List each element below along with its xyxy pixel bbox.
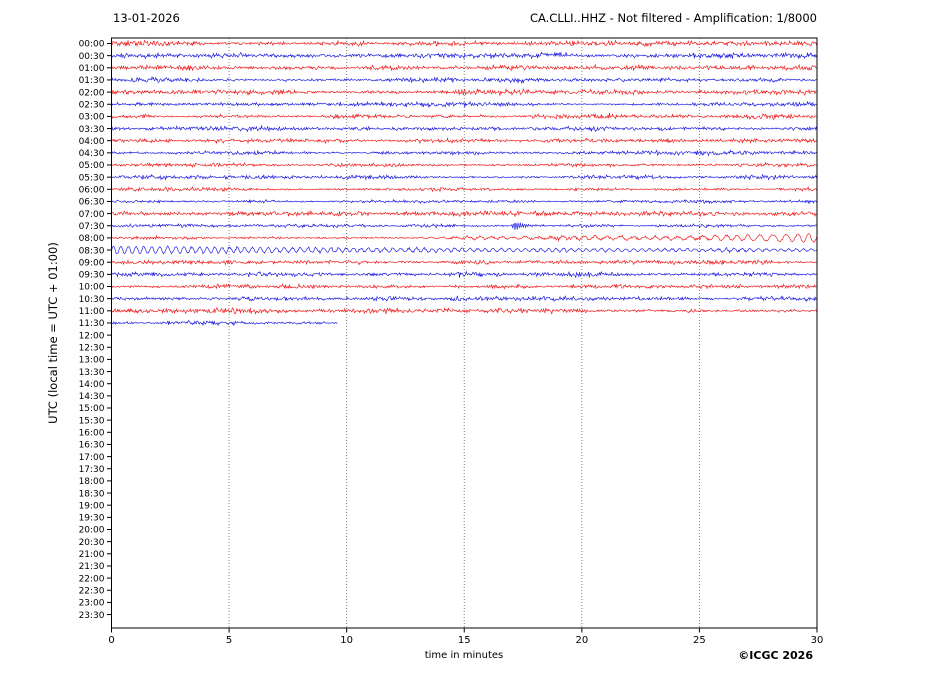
traces — [111, 39, 817, 327]
x-tick-label: 15 — [458, 635, 471, 646]
y-tick-label: 14:30 — [79, 392, 105, 402]
trace-10:30 — [111, 295, 817, 303]
x-tick-label: 5 — [226, 635, 232, 646]
y-tick-label: 14:00 — [79, 380, 105, 390]
y-tick-label: 02:00 — [79, 88, 105, 98]
y-tick-label: 08:00 — [79, 234, 105, 244]
y-tick-label: 13:00 — [79, 356, 105, 366]
trace-02:00 — [111, 87, 817, 96]
date-title: 13-01-2026 — [113, 11, 180, 25]
y-tick-label: 11:00 — [79, 307, 105, 317]
y-tick-label: 05:30 — [79, 173, 105, 183]
y-tick-label: 03:30 — [79, 125, 105, 135]
y-tick-label: 03:00 — [79, 113, 105, 123]
y-tick-label: 18:30 — [79, 489, 105, 499]
y-tick-label: 00:30 — [79, 52, 105, 62]
trace-04:00 — [111, 137, 817, 145]
trace-03:30 — [111, 124, 817, 133]
y-tick-label: 21:30 — [79, 562, 105, 572]
y-tick-label: 22:00 — [79, 574, 105, 584]
trace-00:30 — [111, 51, 817, 60]
copyright-text: ©ICGC 2026 — [738, 649, 813, 662]
x-tick-label: 20 — [575, 635, 588, 646]
trace-11:30 — [111, 319, 338, 327]
y-tick-label: 06:30 — [79, 198, 105, 208]
trace-01:30 — [111, 75, 817, 85]
trace-00:00 — [111, 39, 817, 47]
y-tick-label: 21:00 — [79, 550, 105, 560]
plot-border — [111, 37, 818, 629]
y-axis: 00:00 00:30 01:00 01:30 02:00 02:30 03:00 03:30… — [79, 40, 112, 621]
trace-01:00 — [111, 63, 817, 72]
y-tick-label: 17:00 — [79, 453, 105, 463]
y-tick-label: 07:30 — [79, 222, 105, 232]
y-tick-label: 00:00 — [79, 40, 105, 50]
y-tick-label: 04:30 — [79, 149, 105, 159]
y-tick-label: 15:00 — [79, 404, 105, 414]
y-tick-label: 23:00 — [79, 599, 105, 609]
trace-06:30 — [111, 198, 817, 205]
y-tick-label: 17:30 — [79, 465, 105, 475]
trace-09:30 — [111, 270, 817, 278]
y-tick-label: 19:00 — [79, 501, 105, 511]
trace-05:30 — [111, 173, 817, 181]
y-tick-label: 01:00 — [79, 64, 105, 74]
trace-09:00 — [111, 259, 817, 266]
y-tick-label: 09:00 — [79, 258, 105, 268]
y-tick-label: 12:00 — [79, 331, 105, 341]
x-tick-label: 25 — [693, 635, 706, 646]
x-axis-label: time in minutes — [424, 650, 504, 661]
trace-07:00 — [111, 209, 817, 218]
trace-05:00 — [111, 161, 817, 169]
y-tick-label: 15:30 — [79, 416, 105, 426]
y-tick-label: 02:30 — [79, 100, 105, 110]
y-tick-label: 06:00 — [79, 186, 105, 196]
trace-04:30 — [111, 149, 817, 157]
y-tick-label: 22:30 — [79, 586, 105, 596]
trace-02:30 — [111, 100, 817, 108]
y-tick-label: 10:00 — [79, 283, 105, 293]
y-tick-label: 05:00 — [79, 161, 105, 171]
x-tick-label: 0 — [108, 635, 114, 646]
y-tick-label: 10:30 — [79, 295, 105, 305]
y-tick-label: 23:30 — [79, 611, 105, 621]
y-tick-label: 12:30 — [79, 343, 105, 353]
trace-10:00 — [111, 282, 817, 290]
y-tick-label: 20:30 — [79, 538, 105, 548]
y-tick-label: 20:00 — [79, 526, 105, 536]
y-tick-label: 11:30 — [79, 319, 105, 329]
y-tick-label: 04:00 — [79, 137, 105, 147]
y-tick-label: 09:30 — [79, 271, 105, 281]
y-tick-label: 01:30 — [79, 76, 105, 86]
y-tick-label: 07:00 — [79, 210, 105, 220]
y-axis-label: UTC (local time = UTC + 01:00) — [46, 242, 60, 424]
trace-11:00 — [111, 307, 817, 315]
station-title: CA.CLLI..HHZ - Not filtered - Amplificat… — [529, 11, 817, 25]
trace-07:30 — [111, 222, 817, 230]
y-tick-label: 16:30 — [79, 441, 105, 451]
y-tick-label: 16:00 — [79, 429, 105, 439]
x-tick-label: 30 — [811, 635, 824, 646]
y-tick-label: 18:00 — [79, 477, 105, 487]
trace-03:00 — [111, 113, 817, 121]
trace-08:00 — [111, 233, 817, 243]
trace-08:30 — [111, 245, 817, 255]
y-tick-label: 08:30 — [79, 246, 105, 256]
gridlines — [228, 38, 700, 628]
x-tick-label: 10 — [340, 635, 353, 646]
y-tick-label: 13:30 — [79, 368, 105, 378]
trace-06:00 — [111, 186, 817, 193]
y-tick-label: 19:30 — [79, 514, 105, 524]
x-axis: 0 5 10 15 20 25 30 — [108, 628, 823, 646]
